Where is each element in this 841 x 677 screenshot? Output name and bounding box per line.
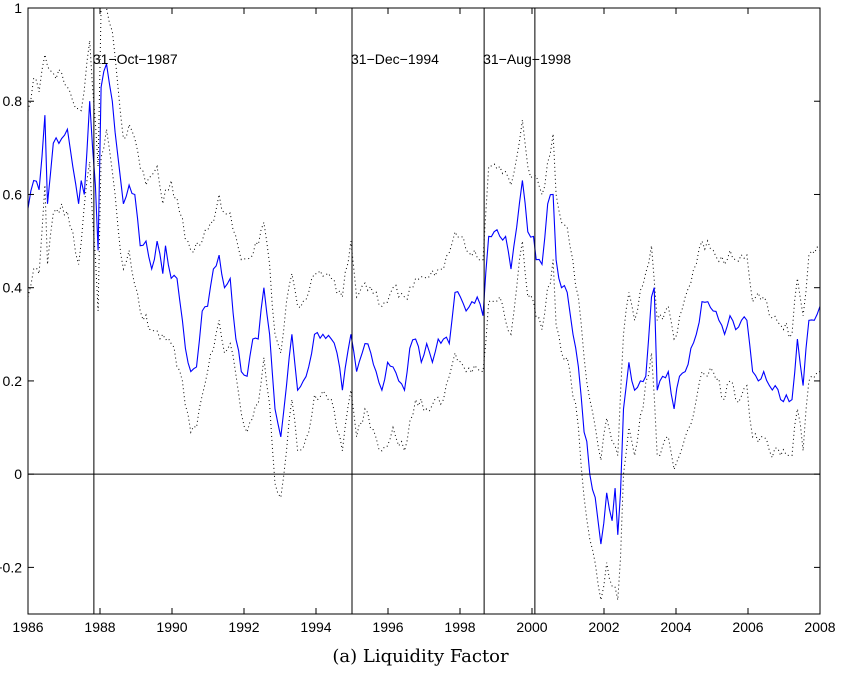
estimate-series bbox=[28, 63, 820, 545]
x-tick-label: 2008 bbox=[804, 619, 835, 635]
event-label: 31−Dec−1994 bbox=[351, 51, 439, 67]
upper-line bbox=[28, 8, 820, 461]
liquidity-factor-chart: 31−Oct−1987 31−Dec−1994 31−Aug−1998 1986 19… bbox=[0, 0, 836, 635]
x-tick-label: 2002 bbox=[588, 619, 619, 635]
y-tick-label: −0.2 bbox=[0, 559, 22, 575]
x-tick-label: 1994 bbox=[300, 619, 331, 635]
axes: 1986 1988 1990 1992 1994 1996 1998 2000 2002 2004… bbox=[0, 0, 836, 635]
event-label: 31−Aug−1998 bbox=[483, 51, 571, 67]
x-tick-label: 2004 bbox=[660, 619, 691, 635]
figure-caption: (a) Liquidity Factor bbox=[332, 646, 509, 667]
y-tick-label: 0.2 bbox=[3, 373, 23, 389]
event-markers: 31−Oct−1987 31−Dec−1994 31−Aug−1998 bbox=[93, 8, 571, 614]
x-tick-label: 2000 bbox=[516, 619, 547, 635]
confidence-bands bbox=[28, 8, 820, 601]
x-tick-label: 1990 bbox=[156, 619, 187, 635]
x-tick-label: 1996 bbox=[372, 619, 403, 635]
estimate-line bbox=[28, 63, 820, 545]
x-tick-label: 1988 bbox=[84, 619, 115, 635]
y-tick-label: 0.4 bbox=[3, 280, 23, 296]
x-tick-label: 1992 bbox=[228, 619, 259, 635]
lower-line bbox=[28, 129, 820, 601]
y-tick-label: 0 bbox=[14, 466, 22, 482]
event-label: 31−Oct−1987 bbox=[93, 51, 178, 67]
y-tick-label: 0.8 bbox=[3, 93, 23, 109]
y-tick-label: 0.6 bbox=[3, 186, 23, 202]
x-tick-label: 2006 bbox=[732, 619, 763, 635]
x-tick-label: 1986 bbox=[12, 619, 43, 635]
x-tick-label: 1998 bbox=[444, 619, 475, 635]
plot-frame bbox=[27, 7, 821, 615]
y-tick-label: 1 bbox=[14, 0, 22, 16]
